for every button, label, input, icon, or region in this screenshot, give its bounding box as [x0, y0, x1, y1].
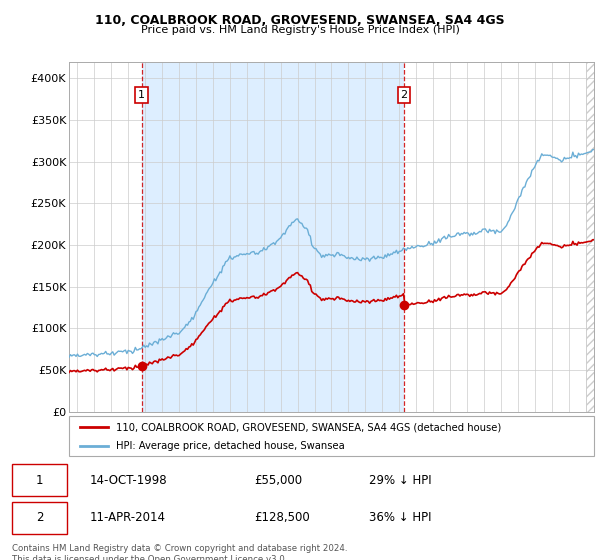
Text: HPI: Average price, detached house, Swansea: HPI: Average price, detached house, Swan… [116, 441, 345, 451]
Text: 29% ↓ HPI: 29% ↓ HPI [369, 474, 432, 487]
FancyBboxPatch shape [12, 502, 67, 534]
FancyBboxPatch shape [69, 416, 594, 456]
Text: 110, COALBROOK ROAD, GROVESEND, SWANSEA, SA4 4GS (detached house): 110, COALBROOK ROAD, GROVESEND, SWANSEA,… [116, 422, 502, 432]
Text: 2: 2 [400, 90, 407, 100]
Text: 11-APR-2014: 11-APR-2014 [90, 511, 166, 525]
Text: £55,000: £55,000 [254, 474, 302, 487]
Text: £128,500: £128,500 [254, 511, 310, 525]
Text: Price paid vs. HM Land Registry's House Price Index (HPI): Price paid vs. HM Land Registry's House … [140, 25, 460, 35]
FancyBboxPatch shape [12, 464, 67, 496]
Text: Contains HM Land Registry data © Crown copyright and database right 2024.
This d: Contains HM Land Registry data © Crown c… [12, 544, 347, 560]
Bar [586, 62, 594, 412]
Bar [142, 62, 404, 412]
Text: 2: 2 [36, 511, 43, 525]
Text: 14-OCT-1998: 14-OCT-1998 [90, 474, 167, 487]
Text: 110, COALBROOK ROAD, GROVESEND, SWANSEA, SA4 4GS: 110, COALBROOK ROAD, GROVESEND, SWANSEA,… [95, 14, 505, 27]
Text: 36% ↓ HPI: 36% ↓ HPI [369, 511, 431, 525]
Text: 1: 1 [138, 90, 145, 100]
Text: 1: 1 [36, 474, 43, 487]
